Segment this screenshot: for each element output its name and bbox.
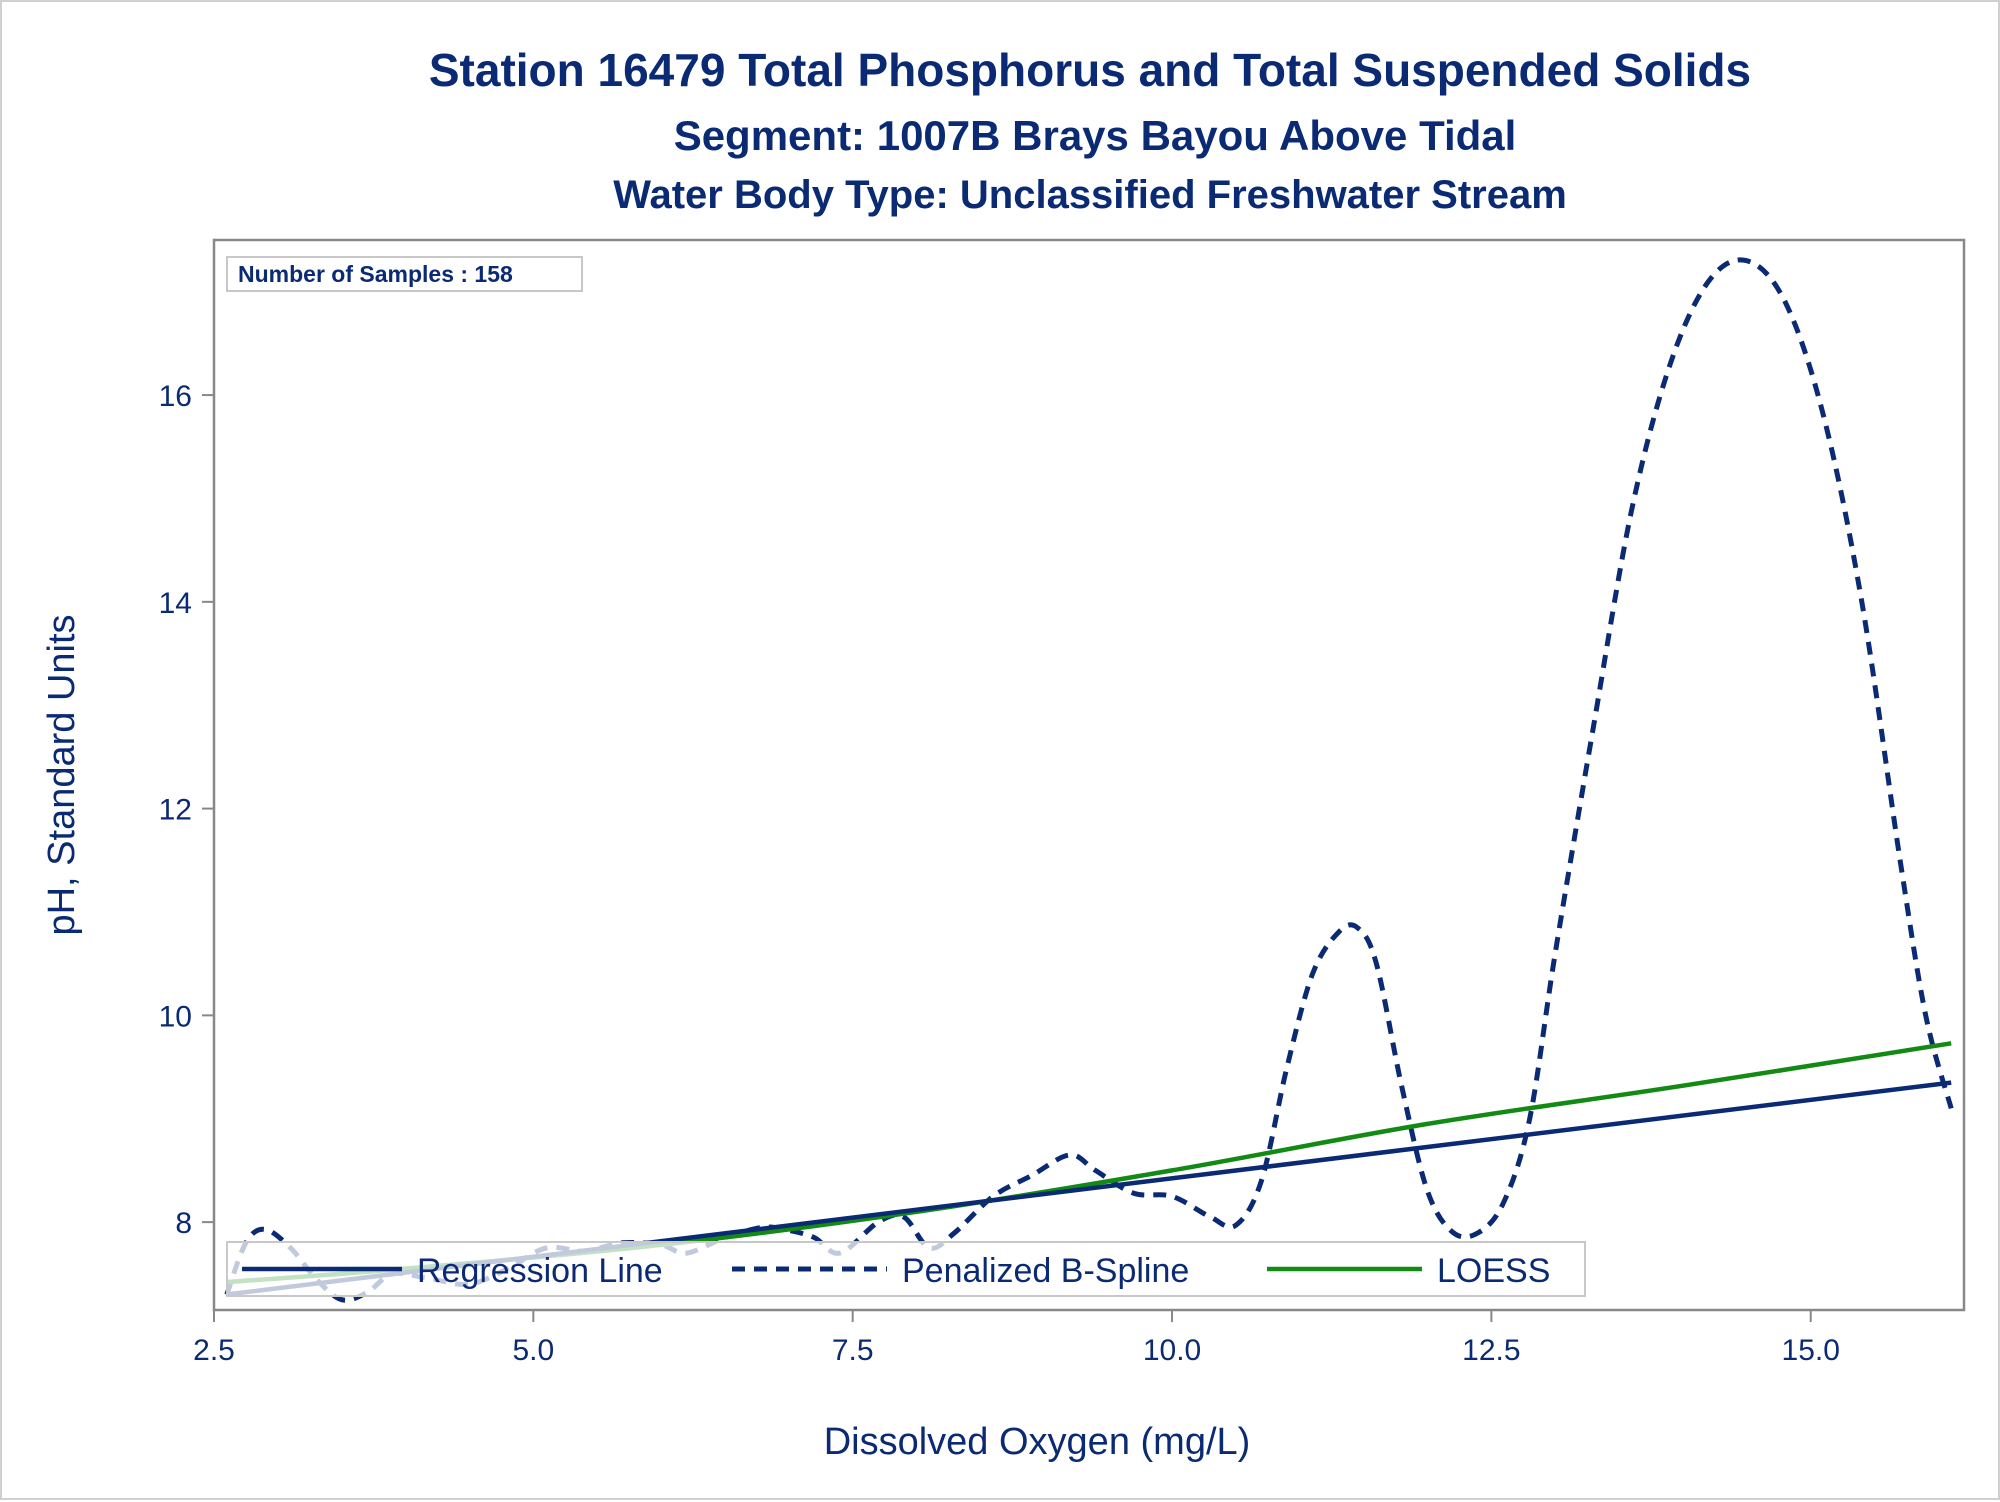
legend-label-regression: Regression Line <box>417 1252 663 1290</box>
chart-subtitle-segment: Segment: 1007B Brays Bayou Above Tidal <box>674 112 1517 159</box>
y-tick-label: 8 <box>175 1207 192 1240</box>
x-tick-label: 10.0 <box>1143 1334 1201 1367</box>
x-tick-label: 2.5 <box>193 1334 235 1367</box>
legend-label-loess: LOESS <box>1437 1252 1550 1290</box>
sample-count-box <box>226 256 583 292</box>
sample-count-text: Number of Samples : 158 <box>238 261 513 287</box>
y-tick-label: 14 <box>159 587 192 620</box>
chart-title: Station 16479 Total Phosphorus and Total… <box>429 44 1751 96</box>
x-tick-label: 5.0 <box>512 1334 554 1367</box>
y-tick-label: 16 <box>159 380 192 413</box>
y-tick-label: 10 <box>159 1000 192 1033</box>
x-tick-label: 12.5 <box>1462 1334 1520 1367</box>
sample-count-inset: Number of Samples : 158 <box>226 256 583 292</box>
y-tick-label: 12 <box>159 794 192 827</box>
x-axis-title: Dissolved Oxygen (mg/L) <box>824 1421 1251 1463</box>
plot-area <box>212 238 1966 1312</box>
x-tick-label: 15.0 <box>1782 1334 1840 1367</box>
y-axis-title: pH, Standard Units <box>41 614 83 935</box>
chart-subtitle-waterbody: Water Body Type: Unclassified Freshwater… <box>613 173 1567 217</box>
x-axis: 2.5 5.0 7.5 10.0 12.5 15.0 <box>193 1310 1840 1367</box>
x-tick-label: 7.5 <box>832 1334 874 1367</box>
legend-label-spline: Penalized B-Spline <box>902 1252 1189 1290</box>
y-axis: 8 10 12 14 16 <box>159 380 214 1240</box>
legend: Regression Line Penalized B-Spline LOESS <box>226 1241 1586 1297</box>
